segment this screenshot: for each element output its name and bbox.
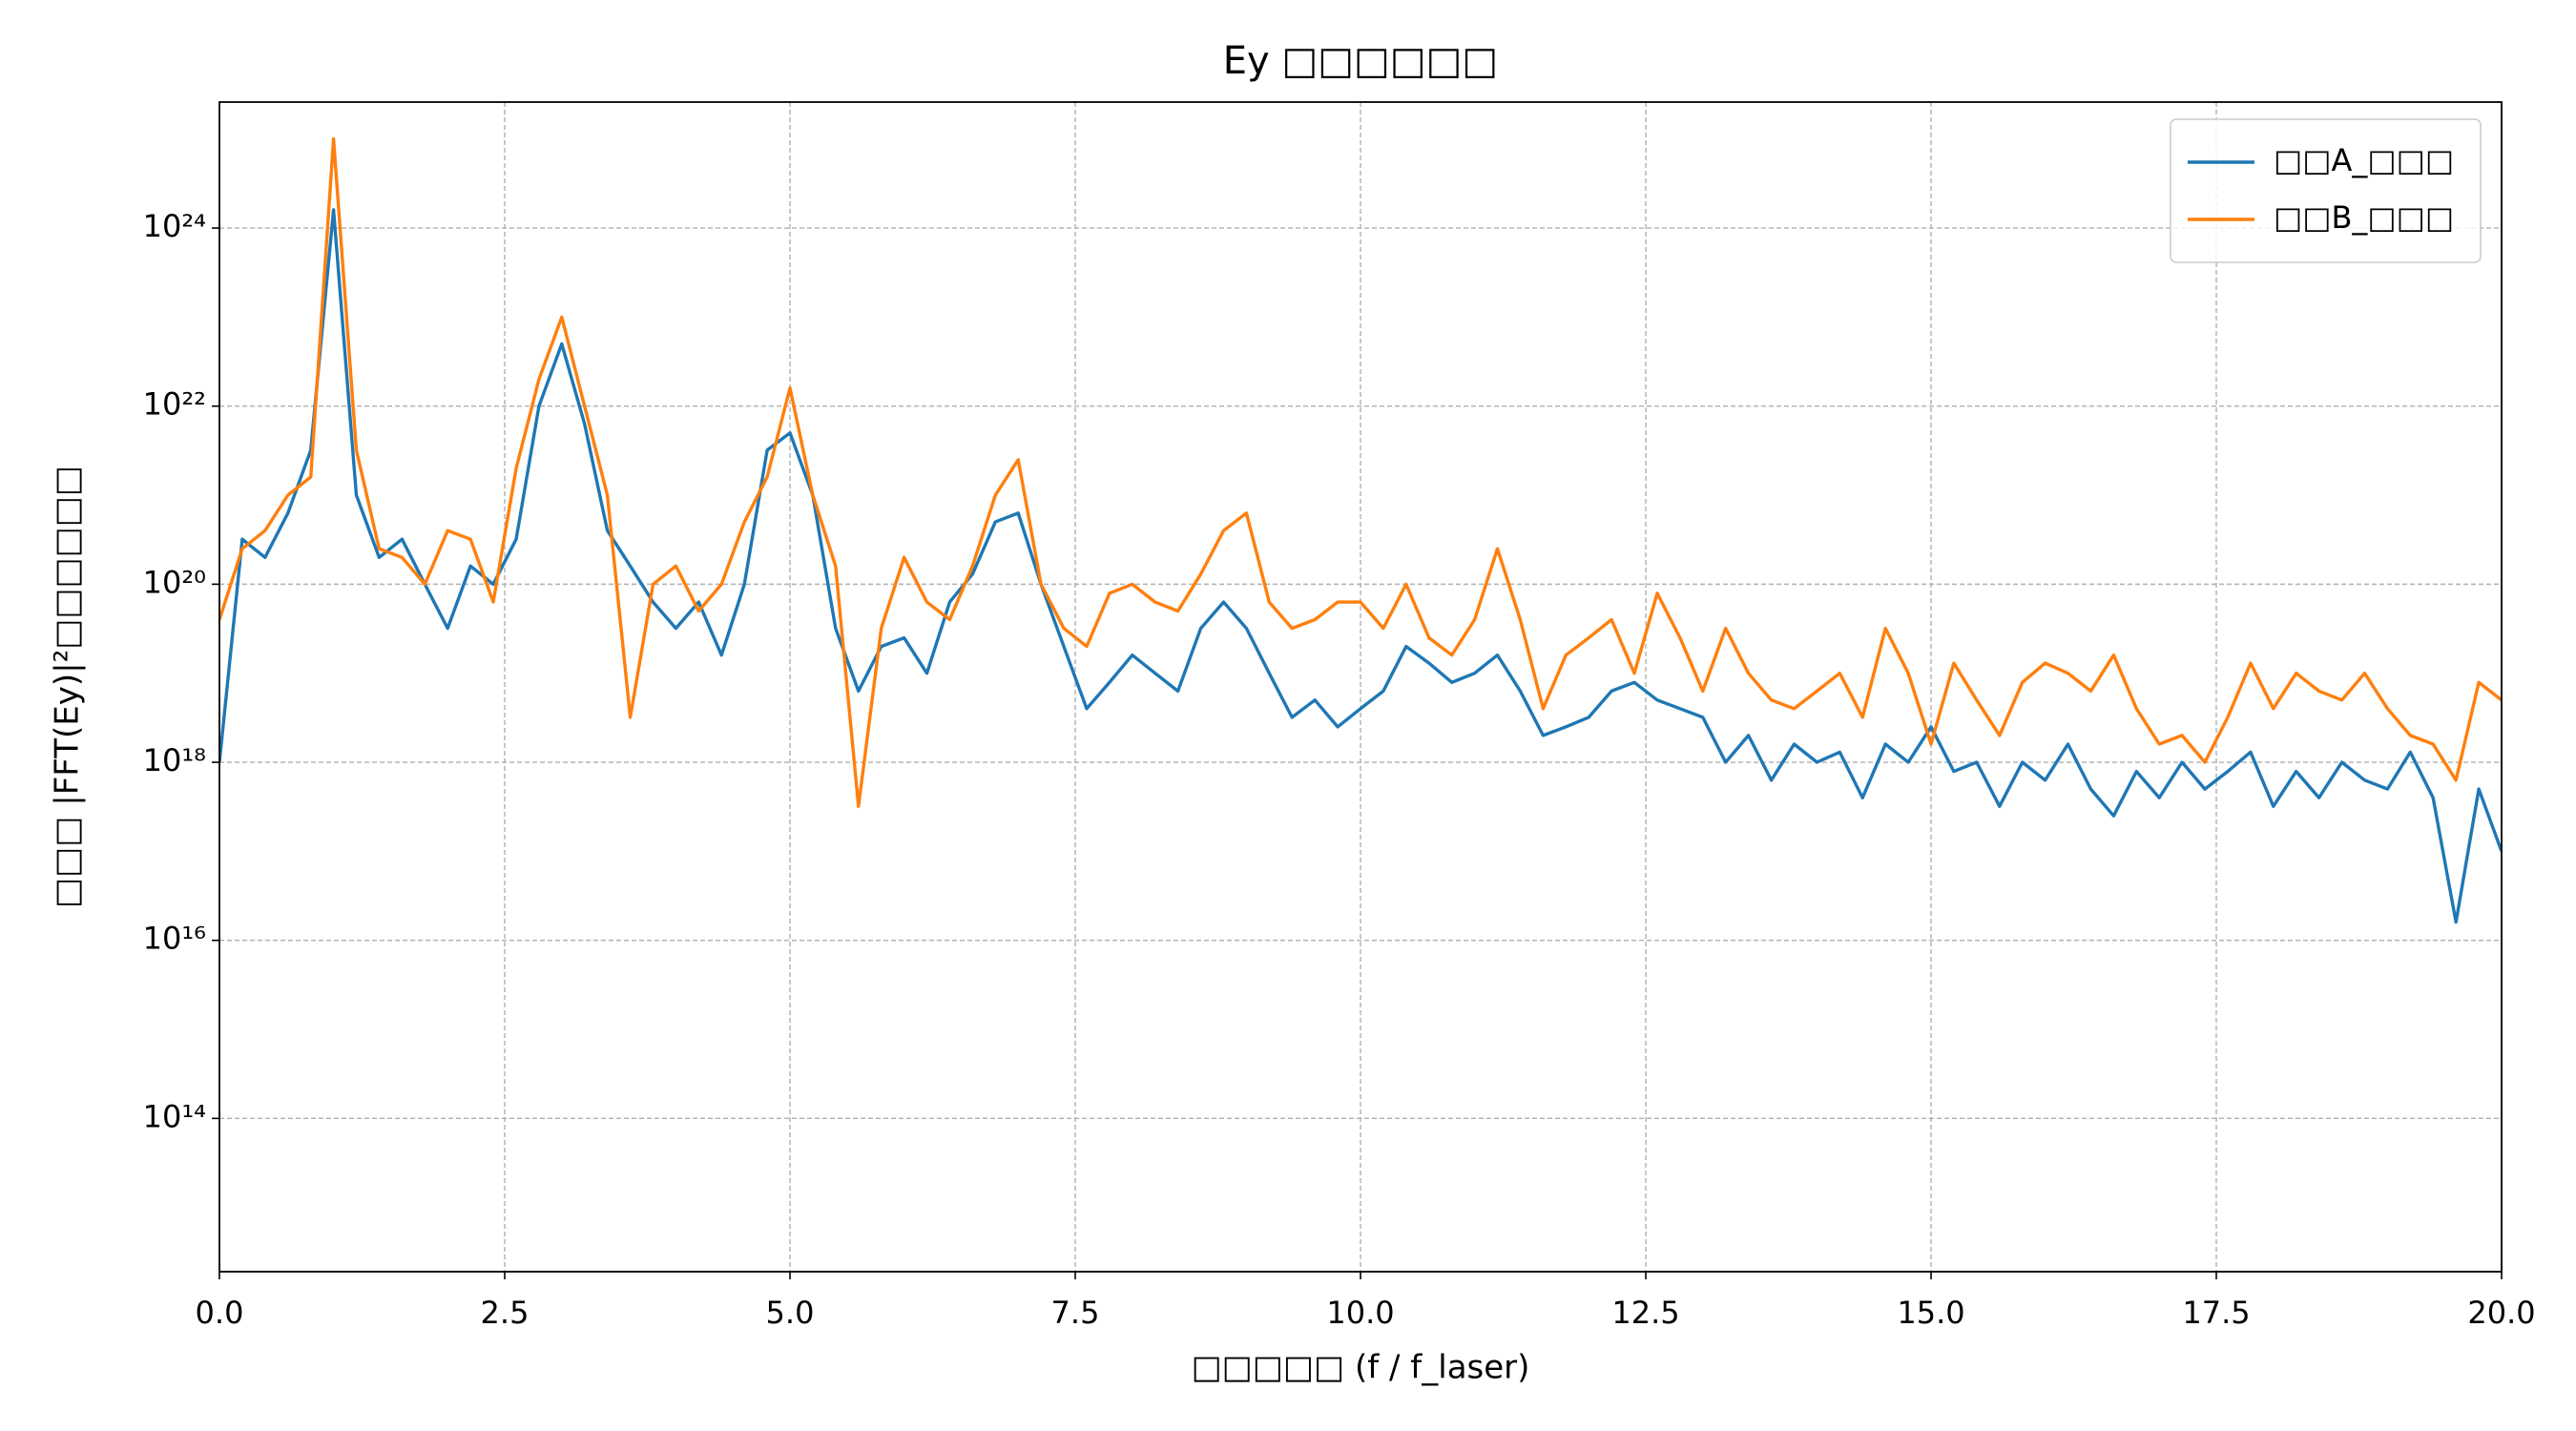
legend-box	[2170, 118, 2482, 263]
x-tick-label: 20.0	[2467, 1295, 2535, 1331]
legend-label: □□A_□□□	[2274, 142, 2454, 178]
plot-frame	[218, 101, 2503, 1273]
y-tick-label: 10²⁴	[143, 208, 206, 244]
y-tick-label: 10²²	[143, 386, 206, 423]
y-tick-label: 10¹⁸	[143, 742, 206, 778]
y-tick-label: 10¹⁴	[143, 1098, 206, 1134]
x-tick-label: 2.5	[481, 1295, 530, 1331]
series-line	[219, 208, 2502, 924]
legend-label: □□B_□□□	[2274, 199, 2454, 236]
x-tick-label: 7.5	[1051, 1295, 1100, 1331]
x-tick-label: 5.0	[766, 1295, 815, 1331]
x-axis-label: □□□□□ (f / f_laser)	[1192, 1349, 1530, 1387]
x-tick-label: 17.5	[2182, 1295, 2250, 1331]
x-tick-label: 15.0	[1897, 1295, 1964, 1331]
y-tick-label: 10²⁰	[143, 564, 206, 600]
x-tick-label: 12.5	[1611, 1295, 1679, 1331]
x-tick-label: 0.0	[196, 1295, 244, 1331]
y-tick-label: 10¹⁶	[143, 921, 206, 957]
chart-title: Ey □□□□□□	[1223, 39, 1498, 83]
series-line	[219, 137, 2502, 808]
x-tick-label: 10.0	[1326, 1295, 1394, 1331]
y-axis-label: □□□ |FFT(Ey)|²□□□□□□	[49, 466, 87, 908]
